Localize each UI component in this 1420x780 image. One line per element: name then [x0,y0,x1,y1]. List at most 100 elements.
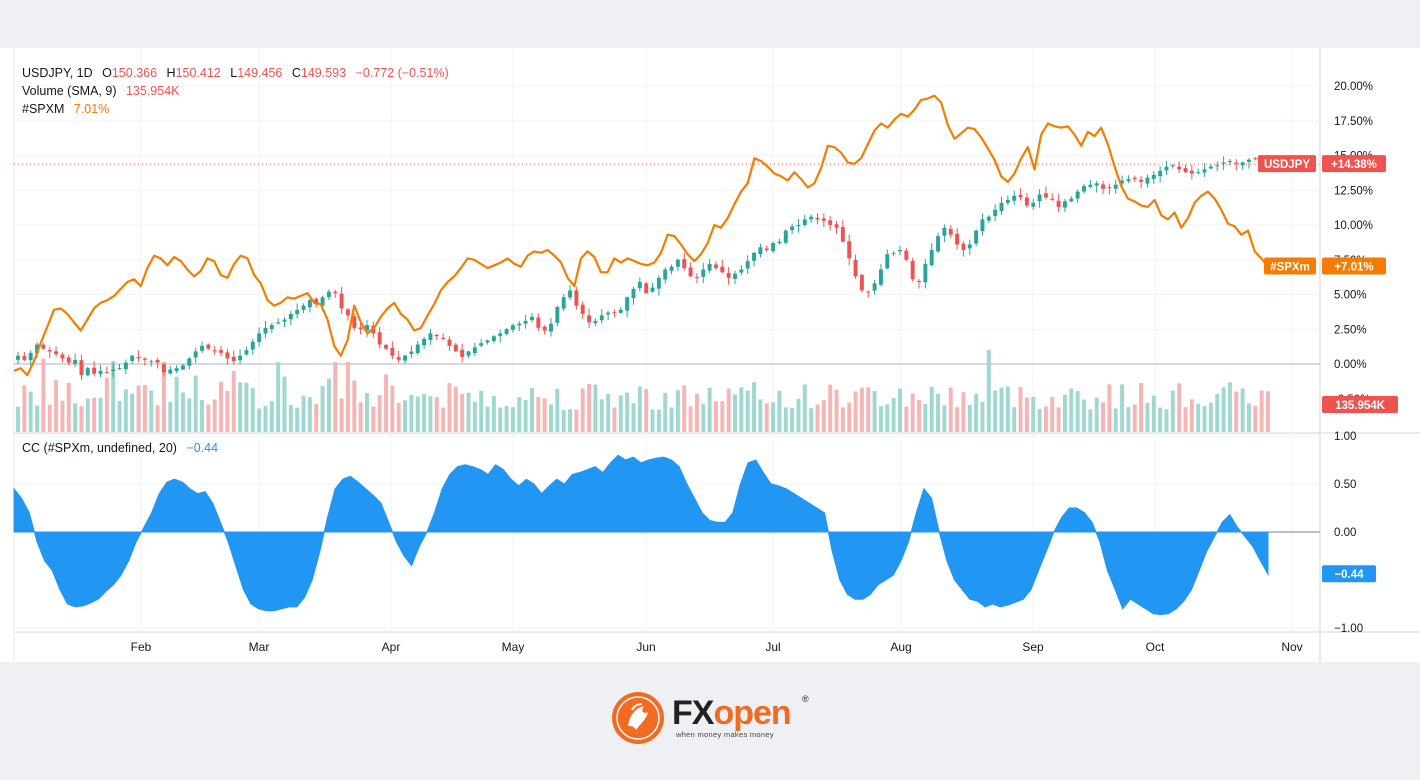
volume-bar [694,393,699,432]
volume-bar [923,403,928,432]
volume-bar [345,362,350,432]
usdjpy-candle [1113,184,1118,189]
volume-bar [1056,407,1061,432]
volume-bar [510,407,515,432]
usdjpy-candle [1196,172,1201,174]
volume-bar [1101,402,1105,432]
volume-bar [663,392,668,432]
volume-bar [802,384,807,432]
price-tick-label: 5.00% [1334,290,1367,302]
usdjpy-candle [555,307,560,323]
volume-bar [859,387,864,432]
usdjpy-candle [917,280,921,282]
volume-bar [288,405,293,432]
volume-bar [384,374,388,432]
usdjpy-candle [587,315,592,323]
usdjpy-candle [859,274,864,291]
volume-bar [1082,399,1086,432]
usdjpy-candles [16,156,1270,380]
volume-bar [441,407,446,432]
usdjpy-candle [1062,201,1067,208]
time-tick-label: Feb [131,640,152,654]
volume-bar [22,385,27,432]
symbol-label[interactable]: USDJPY, 1D [22,66,93,80]
usdjpy-candle [1183,168,1188,173]
volume-bar [504,405,509,432]
time-tick-label: Sep [1022,640,1044,654]
usdjpy-candle [980,219,985,232]
volume-bar [257,408,262,432]
close-value: 149.593 [300,66,347,80]
cc-label[interactable]: CC (#SPXm, undefined, 20) [22,441,177,455]
usdjpy-candle [904,250,909,260]
usdjpy-candle [536,317,541,328]
usdjpy-candle [136,357,141,359]
usdjpy-candle [314,298,319,305]
usdjpy-candle [777,241,782,244]
volume-bar [16,406,20,432]
volume-bar [66,382,71,432]
volume-bar [276,362,281,432]
usdjpy-candle [885,254,890,269]
volume-bar [1221,387,1226,432]
low-value: 149.456 [237,66,283,80]
usdjpy-candle [1145,177,1150,184]
volume-bar [542,398,547,432]
volume-bar [371,406,376,432]
usdjpy-candle [853,259,858,277]
spx-value-badge-bg [1322,257,1386,275]
usdjpy-candle [1082,186,1086,192]
volume-bar [847,402,852,432]
volume-bar [117,400,122,432]
volume-bar [840,407,845,432]
volume-bar [403,400,408,432]
volume-value-badge-bg [1322,396,1398,413]
volume-bar [1113,408,1118,432]
price-tick-label: 20.00% [1334,81,1373,93]
volume-bar [517,397,522,432]
usdjpy-candle [447,339,452,346]
cc-tick-label: 0.50 [1334,479,1356,491]
volume-bar [365,392,369,432]
volume-bar [898,388,902,432]
volume-bar [675,390,680,432]
volume-bar [790,407,795,432]
usdjpy-candle [85,368,90,376]
volume-bar [904,406,909,432]
usdjpy-candle [955,233,960,245]
usdjpy-candle [263,327,268,334]
volume-bar [498,407,503,432]
chart-canvas[interactable]: 20.00%17.50%15.00%12.50%10.00%7.50%5.00%… [0,48,1420,662]
volume-bar [377,395,382,432]
time-tick-label: Apr [382,640,401,654]
usdjpy-candle [174,368,179,372]
volume-bar [200,399,204,432]
volume-bar [555,388,560,432]
volume-bar [758,399,763,432]
volume-bar [1126,407,1131,432]
volume-bar [491,396,496,432]
usdjpy-candle [441,337,446,339]
usdjpy-candle [466,351,471,356]
volume-bar [390,385,395,432]
volume-bar [866,387,871,432]
volume-bar [212,399,217,432]
usdjpy-candle [288,313,293,320]
usdjpy-candle [809,216,814,220]
volume-bar [1005,386,1010,432]
volume-bar [415,396,420,432]
usdjpy-candle [161,364,166,373]
usdjpy-candle [606,312,611,315]
volume-bar [580,388,585,432]
time-axis[interactable]: Feb Mar Apr May Jun Jul Aug Sep Oct Nov [131,640,1303,654]
spx-label[interactable]: #SPXM [22,102,65,116]
main-legend: USDJPY, 1D O150.366 H150.412 L149.456 C1… [22,66,449,80]
volume-bar [54,380,59,432]
volume-label[interactable]: Volume (SMA, 9) [22,84,117,98]
usdjpy-candle [244,350,249,355]
usdjpy-candle [47,350,52,352]
high-label: H [166,66,176,80]
usdjpy-candle [212,350,217,352]
usdjpy-candle [384,344,388,349]
volume-bar [1062,394,1067,432]
